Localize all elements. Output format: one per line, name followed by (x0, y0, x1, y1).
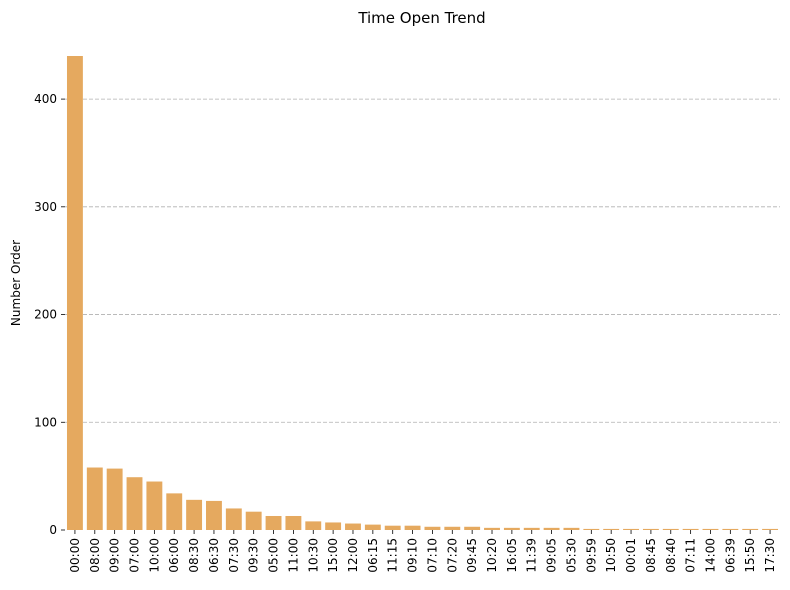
bar (265, 515, 282, 530)
bar (325, 522, 342, 530)
bar (682, 528, 699, 530)
x-tick-label: 15:50 (743, 538, 757, 573)
bar (106, 468, 123, 530)
x-tick-label: 08:00 (88, 538, 102, 573)
bar (66, 56, 83, 530)
x-tick-label: 07:11 (684, 538, 698, 573)
bar (126, 477, 143, 530)
bar (146, 481, 163, 530)
bar (762, 528, 779, 530)
x-tick-label: 07:30 (227, 538, 241, 573)
y-tick-label: 100 (34, 415, 57, 429)
x-tick-label: 09:30 (247, 538, 261, 573)
bar (503, 527, 520, 530)
x-tick-label: 10:20 (485, 538, 499, 573)
x-tick-label: 09:45 (465, 538, 479, 573)
x-tick-label: 11:00 (286, 538, 300, 573)
bar (722, 528, 739, 530)
y-tick-label: 300 (34, 200, 57, 214)
bar (305, 521, 322, 530)
x-tick-label: 06:39 (723, 538, 737, 573)
bar (464, 526, 481, 530)
x-tick-label: 08:40 (664, 538, 678, 573)
x-tick-label: 00:01 (624, 538, 638, 573)
x-tick-label: 11:15 (386, 538, 400, 573)
y-tick-label: 0 (49, 523, 57, 537)
bar (424, 526, 441, 530)
bar (404, 525, 421, 530)
bar (662, 528, 679, 530)
x-tick-label: 06:15 (366, 538, 380, 573)
x-tick-label: 09:05 (545, 538, 559, 573)
x-tick-label: 09:59 (584, 538, 598, 573)
x-axis: 00:00 08:00 09:00 07:00 10:00 06:00 08:30 06:30… (68, 530, 777, 573)
bar (523, 527, 540, 530)
y-tick-label: 200 (34, 308, 57, 322)
y-axis: 0 100 200 300 400 (34, 92, 65, 537)
x-tick-label: 07:10 (425, 538, 439, 573)
x-tick-label: 12:00 (346, 538, 360, 573)
x-tick-label: 11:39 (525, 538, 539, 573)
bar (86, 467, 103, 530)
x-tick-label: 14:00 (703, 538, 717, 573)
x-tick-label: 05:30 (564, 538, 578, 573)
bar (186, 499, 203, 530)
bar (603, 528, 620, 530)
bar (206, 500, 222, 530)
x-tick-label: 08:30 (187, 538, 201, 573)
x-tick-label: 06:00 (167, 538, 181, 573)
bar (583, 528, 600, 530)
x-tick-label: 10:30 (306, 538, 320, 573)
y-tick-label: 400 (34, 92, 57, 106)
bar (166, 493, 183, 530)
bar (245, 511, 262, 530)
x-tick-label: 00:00 (68, 538, 82, 573)
bar (384, 525, 401, 530)
x-tick-label: 17:30 (763, 538, 777, 573)
bar (285, 515, 302, 530)
x-tick-label: 08:45 (644, 538, 658, 573)
bar (702, 528, 719, 530)
bar (225, 508, 242, 530)
x-tick-label: 15:00 (326, 538, 340, 573)
bar (742, 528, 759, 530)
bars (66, 56, 779, 530)
x-tick-label: 10:00 (147, 538, 161, 573)
x-tick-label: 16:05 (505, 538, 519, 573)
x-tick-label: 09:00 (108, 538, 122, 573)
x-tick-label: 09:10 (406, 538, 420, 573)
x-tick-label: 05:00 (267, 538, 281, 573)
x-tick-label: 06:30 (207, 538, 221, 573)
bar (345, 523, 361, 530)
bar (563, 527, 580, 530)
bar (484, 527, 500, 530)
x-tick-label: 07:00 (128, 538, 142, 573)
bar (543, 527, 560, 530)
bar (623, 528, 639, 530)
y-axis-label: Number Order (9, 240, 23, 326)
bar (642, 528, 659, 530)
bar (364, 524, 381, 530)
gridlines (65, 98, 780, 423)
bar (444, 526, 461, 530)
chart-title: Time Open Trend (357, 9, 485, 27)
x-tick-label: 07:20 (445, 538, 459, 573)
x-tick-label: 10:50 (604, 538, 618, 573)
